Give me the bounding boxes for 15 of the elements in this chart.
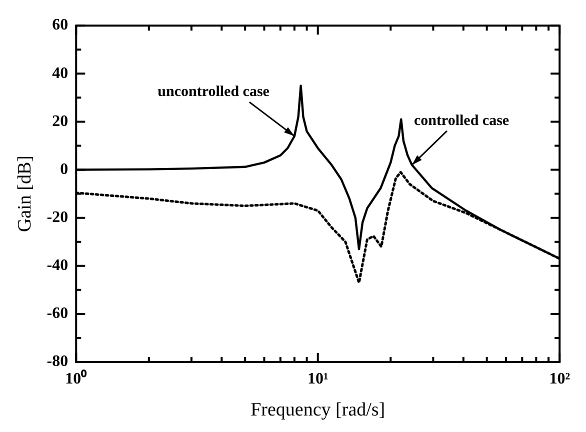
x-tick-label: 10⁰ bbox=[65, 370, 88, 388]
y-tick-label: 20 bbox=[52, 112, 68, 130]
y-axis-title: Gain [dB] bbox=[14, 156, 36, 232]
y-tick-label: -60 bbox=[46, 305, 68, 322]
annotation: uncontrolled case bbox=[158, 84, 270, 100]
x-tick-label: 10² bbox=[549, 370, 570, 388]
y-tick-label: -80 bbox=[46, 353, 68, 370]
y-tick-label: -20 bbox=[46, 208, 68, 226]
x-tick-label: 10¹ bbox=[307, 370, 328, 388]
y-tick-label: 60 bbox=[52, 16, 68, 34]
annotation: controlled case bbox=[414, 112, 510, 129]
x-axis-title: Frequency [rad/s] bbox=[250, 400, 386, 421]
y-tick-label: 40 bbox=[52, 64, 68, 82]
y-tick-label: 0 bbox=[60, 160, 68, 178]
y-tick-label: -40 bbox=[46, 257, 68, 274]
